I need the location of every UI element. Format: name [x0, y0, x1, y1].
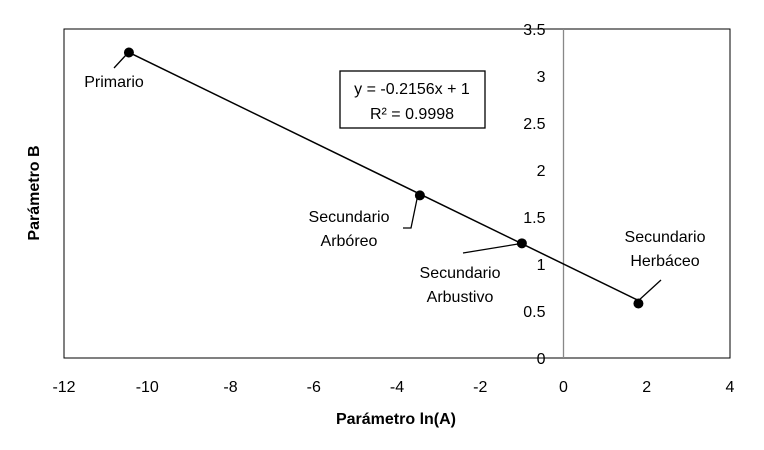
data-point	[123, 47, 134, 58]
y-axis-title: Parámetro B	[26, 145, 43, 240]
y-tick-label: 0.5	[523, 304, 545, 321]
point-label: Secundario	[420, 265, 501, 282]
x-axis-title: Parámetro ln(A)	[336, 411, 456, 428]
y-tick-label: 3	[537, 69, 546, 86]
leader-line	[637, 279, 662, 302]
leader-line	[462, 243, 519, 254]
x-tick-label: -2	[473, 379, 487, 396]
y-tick-label: 0	[537, 351, 546, 368]
point-label: Secundario	[625, 229, 706, 246]
x-tick-label: -4	[390, 379, 404, 396]
point-label: Secundario	[309, 209, 390, 226]
x-tick-label: -6	[307, 379, 321, 396]
point-label: Herbáceo	[630, 253, 699, 270]
point-label: Primario	[84, 74, 144, 91]
x-tick-label: -8	[223, 379, 237, 396]
equation-box: y = -0.2156x + 1 R² = 0.9998	[339, 70, 486, 129]
x-tick-label: 0	[559, 379, 568, 396]
x-tick-label: -12	[52, 379, 75, 396]
data-point	[516, 238, 527, 249]
data-point	[633, 298, 644, 309]
y-tick-label: 1	[537, 257, 546, 274]
label-leader-lines	[113, 54, 662, 302]
leader-line	[403, 198, 418, 229]
y-tick-label: 2.5	[523, 116, 545, 133]
point-labels: Primario Secundario Arbóreo Secundario Arbus…	[84, 74, 705, 306]
y-tick-label: 1.5	[523, 210, 545, 227]
point-label: Arbóreo	[321, 233, 378, 250]
y-tick-label: 3.5	[523, 22, 545, 39]
trendline-r2: R² = 0.9998	[370, 106, 454, 123]
x-tick-labels: -12 -10 -8 -6 -4 -2 0 2 4	[52, 379, 734, 396]
y-tick-labels: 0 0.5 1 1.5 2 2.5 3 3.5	[523, 22, 545, 368]
y-tick-label: 2	[537, 163, 546, 180]
plot-area	[63, 28, 731, 359]
leader-line	[113, 54, 127, 69]
trendline	[128, 51, 639, 302]
point-label: Arbustivo	[427, 289, 494, 306]
data-point	[414, 190, 425, 201]
data-points	[123, 47, 644, 309]
trendline-equation: y = -0.2156x + 1	[354, 81, 470, 98]
x-tick-label: -10	[136, 379, 159, 396]
x-tick-label: 2	[642, 379, 651, 396]
x-tick-label: 4	[726, 379, 735, 396]
